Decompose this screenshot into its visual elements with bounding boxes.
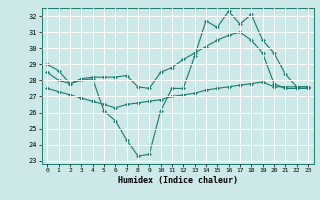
- X-axis label: Humidex (Indice chaleur): Humidex (Indice chaleur): [118, 176, 237, 185]
